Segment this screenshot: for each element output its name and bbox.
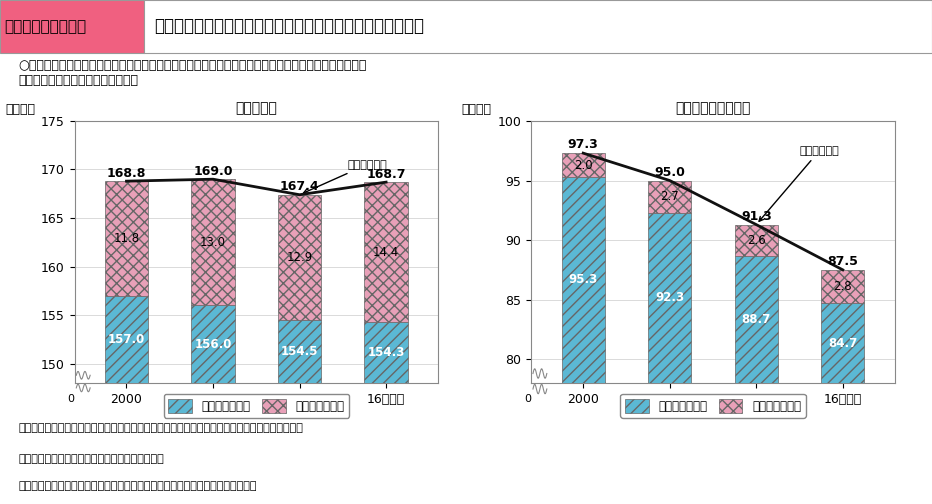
Text: 92.3: 92.3 bbox=[655, 291, 684, 304]
Bar bbox=[0, 0, 144, 53]
Bar bbox=[648, 180, 692, 213]
Text: 2.0: 2.0 bbox=[574, 159, 593, 171]
Y-axis label: （時間）: （時間） bbox=[5, 103, 35, 116]
Title: パートタイム労働者: パートタイム労働者 bbox=[676, 102, 750, 115]
Text: 13.0: 13.0 bbox=[200, 236, 226, 249]
Text: 一般労働者、パートタイム労働者の月間総実労働時間の推移: 一般労働者、パートタイム労働者の月間総実労働時間の推移 bbox=[154, 18, 424, 35]
Text: 156.0: 156.0 bbox=[195, 338, 232, 351]
Text: 95.3: 95.3 bbox=[569, 274, 597, 286]
Text: 84.7: 84.7 bbox=[829, 337, 857, 350]
Bar bbox=[144, 0, 932, 53]
Text: 14.4: 14.4 bbox=[373, 245, 399, 259]
Text: 総実労働時間: 総実労働時間 bbox=[304, 160, 387, 193]
Text: 0: 0 bbox=[67, 394, 75, 404]
Bar bbox=[104, 296, 148, 504]
Text: 0: 0 bbox=[524, 394, 531, 404]
Text: 97.3: 97.3 bbox=[568, 138, 598, 151]
Bar bbox=[561, 153, 605, 177]
Legend: 所定内労働時間, 所定外労働時間: 所定内労働時間, 所定外労働時間 bbox=[164, 394, 349, 418]
Text: 168.7: 168.7 bbox=[366, 168, 405, 180]
Text: 154.3: 154.3 bbox=[367, 346, 404, 359]
Text: 167.4: 167.4 bbox=[280, 180, 320, 193]
Bar bbox=[278, 195, 322, 320]
Text: 88.7: 88.7 bbox=[742, 313, 771, 326]
Bar bbox=[191, 179, 235, 305]
Text: ２）総実労働時間については、第３－（１）－１図（注）２）を参照。: ２）総実労働時間については、第３－（１）－１図（注）２）を参照。 bbox=[19, 481, 257, 491]
Bar bbox=[821, 270, 865, 303]
Text: （注）　１）事業所規模５人以上、調査産業計。: （注） １）事業所規模５人以上、調査産業計。 bbox=[19, 454, 164, 464]
Bar bbox=[191, 305, 235, 504]
Text: 2.7: 2.7 bbox=[661, 190, 679, 203]
Bar bbox=[364, 322, 408, 504]
Title: 一般労働者: 一般労働者 bbox=[236, 102, 277, 115]
Text: 95.0: 95.0 bbox=[654, 166, 685, 179]
Bar bbox=[364, 182, 408, 322]
Bar bbox=[734, 225, 778, 256]
Text: 169.0: 169.0 bbox=[193, 165, 233, 178]
Bar bbox=[104, 181, 148, 296]
Text: 2.8: 2.8 bbox=[833, 280, 852, 293]
Text: 11.8: 11.8 bbox=[114, 232, 140, 245]
Bar bbox=[278, 320, 322, 504]
Text: 91.3: 91.3 bbox=[741, 210, 772, 223]
Y-axis label: （時間）: （時間） bbox=[461, 103, 492, 116]
Text: 第３－（１）－２図: 第３－（１）－２図 bbox=[5, 19, 87, 34]
Text: 2.6: 2.6 bbox=[747, 233, 765, 246]
Text: 87.5: 87.5 bbox=[828, 255, 858, 268]
Text: 12.9: 12.9 bbox=[286, 251, 313, 264]
Text: 資料出所　厚生労働省「毎月勤労統計調査」をもとに厚生労働省労働政策担当参事官室にて作成: 資料出所 厚生労働省「毎月勤労統計調査」をもとに厚生労働省労働政策担当参事官室に… bbox=[19, 423, 304, 433]
Text: 154.5: 154.5 bbox=[281, 345, 319, 358]
Text: 168.8: 168.8 bbox=[107, 167, 146, 180]
Text: ○　一般労働者の総実労働時間がおおむね横ばいで推移している中、パートタイム労働者の総実労働時
　　間は減少傾向で推移している。: ○ 一般労働者の総実労働時間がおおむね横ばいで推移している中、パートタイム労働者… bbox=[19, 59, 367, 87]
Bar bbox=[734, 256, 778, 504]
Bar bbox=[648, 213, 692, 504]
Bar bbox=[821, 303, 865, 504]
Legend: 所定内労働時間, 所定外労働時間: 所定内労働時間, 所定外労働時間 bbox=[621, 394, 805, 418]
Text: 157.0: 157.0 bbox=[108, 333, 145, 346]
Text: 総実労働時間: 総実労働時間 bbox=[759, 146, 840, 221]
Bar bbox=[561, 177, 605, 504]
